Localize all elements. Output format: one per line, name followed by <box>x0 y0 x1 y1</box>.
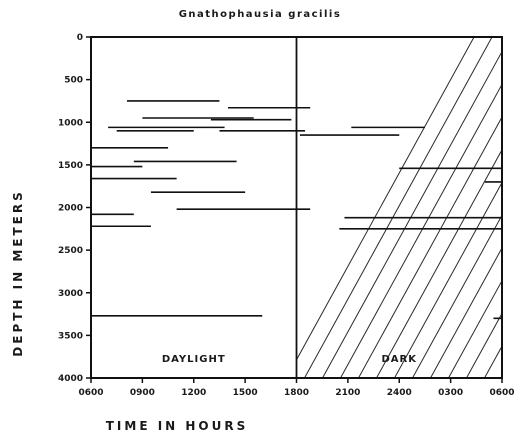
hatch-line <box>466 312 502 378</box>
hatch-line <box>521 37 525 378</box>
chart-title: Gnathophausia gracilis <box>179 9 342 20</box>
y-tick-label: 0 <box>77 33 83 43</box>
dark-region-hatching <box>296 37 525 378</box>
x-tick-label: 0600 <box>489 388 514 398</box>
y-tick-label: 500 <box>64 76 83 86</box>
x-tick-label: 0900 <box>130 388 155 398</box>
tow-lines <box>91 100 502 320</box>
y-tick-label: 2500 <box>58 246 83 256</box>
x-tick-label: 1200 <box>181 388 206 398</box>
hatch-line <box>304 37 493 378</box>
y-tick-label: 3500 <box>58 331 83 341</box>
hatch-line <box>412 214 502 378</box>
hatch-line <box>394 181 502 378</box>
y-tick-label: 2000 <box>58 204 83 214</box>
region-label: DARK <box>382 354 418 365</box>
x-tick-label: 1500 <box>233 388 258 398</box>
hatch-line <box>376 148 502 378</box>
hatch-line <box>448 279 502 378</box>
hatch-line <box>340 83 502 378</box>
y-tick-label: 3000 <box>58 289 83 299</box>
hatch-line <box>358 116 502 378</box>
region-label: DAYLIGHT <box>162 354 226 365</box>
y-axis-title: DEPTH IN METERS <box>11 189 25 356</box>
hatch-line <box>322 50 502 378</box>
y-tick-label: 1000 <box>58 118 83 128</box>
y-tick-label: 4000 <box>58 374 83 384</box>
hatch-line <box>503 37 525 378</box>
x-axis-title: TIME IN HOURS <box>106 419 249 433</box>
y-tick-label: 1500 <box>58 161 83 171</box>
hatch-line <box>430 246 502 378</box>
hatch-line <box>296 37 475 361</box>
axis-ticks: 0 500 1000 1500 2000 2500 3000 3500 4000 0600 0900… <box>58 33 515 398</box>
x-tick-label: 2400 <box>387 388 412 398</box>
region-labels: DAYLIGHT DARK <box>162 354 418 365</box>
hatch-line <box>484 345 502 378</box>
x-tick-label: 0300 <box>438 388 463 398</box>
x-tick-label: 0600 <box>78 388 103 398</box>
x-tick-label: 1800 <box>284 388 309 398</box>
x-tick-label: 2100 <box>335 388 360 398</box>
